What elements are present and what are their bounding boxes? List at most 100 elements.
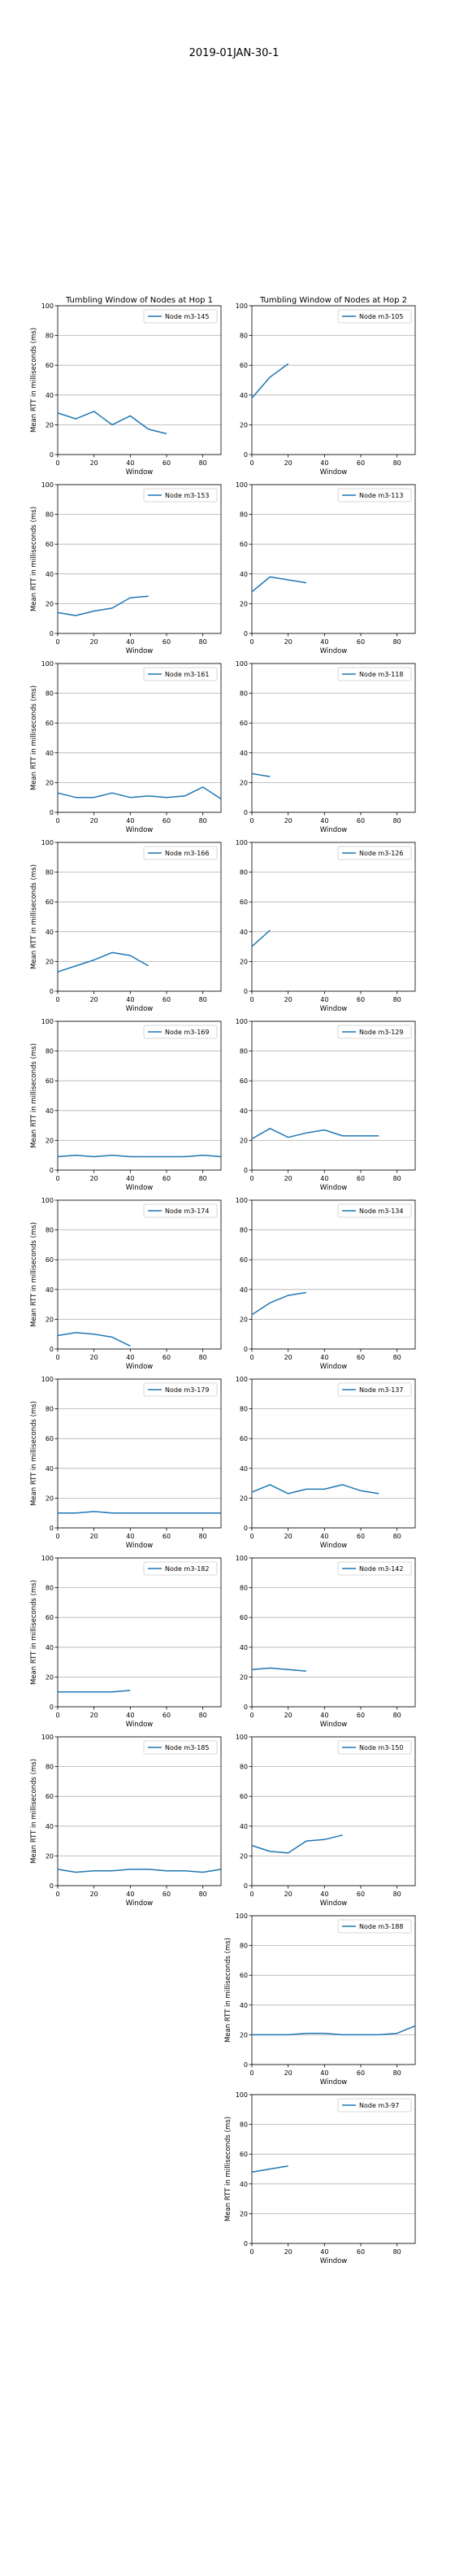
y-tick-label: 0 [244,1346,248,1353]
axes-frame [251,484,416,634]
legend-box [337,1382,412,1397]
x-tick-label: 20 [90,1175,98,1182]
x-axis-label: Window [126,1184,154,1192]
legend: Node m3-150 [337,1740,412,1755]
x-axis-label: Window [320,1363,348,1371]
y-tick-label: 40 [46,1465,54,1473]
y-tick-label: 20 [46,1137,54,1144]
y-tick-label: 0 [244,1704,248,1711]
legend: Node m3-134 [337,1203,412,1218]
x-tick-label: 80 [199,1175,207,1182]
x-tick-label: 80 [393,817,401,825]
x-tick-label: 60 [357,1712,365,1719]
y-tick-label: 40 [46,1107,54,1115]
y-tick-label: 0 [50,1525,54,1532]
y-tick-label: 40 [46,1644,54,1651]
legend: Node m3-161 [143,667,218,681]
legend-label: Node m3-179 [165,1386,209,1394]
y-tick-label: 80 [46,333,54,340]
x-tick-label: 60 [357,1354,365,1361]
x-tick-label: 60 [162,817,171,825]
y-tick-label: 60 [46,541,54,548]
series-line [251,929,271,947]
legend: Node m3-182 [143,1561,218,1576]
x-tick-label: 80 [199,1533,207,1540]
x-axis-label: Window [126,1542,154,1550]
y-tick-label: 40 [46,392,54,399]
series-line [251,1128,379,1140]
y-tick-label: 80 [240,1943,248,1950]
y-tick-label: 60 [240,2151,248,2158]
y-tick-label: 100 [236,839,248,846]
y-tick-label: 0 [244,2061,248,2069]
y-tick-label: 80 [240,1227,248,1234]
x-tick-label: 80 [199,1712,207,1719]
legend-label: Node m3-153 [165,492,209,499]
series-line [251,576,307,593]
y-tick-label: 80 [46,1048,54,1055]
legend: Node m3-113 [337,488,412,503]
chart-panel: 0 20 40 60 80 0 20 40 60 80 100 Window Mean RTT in m… [30,1376,222,1550]
y-axis-label: Mean RTT in milliseconds (ms) [224,1938,232,2043]
axes-frame [251,1557,416,1708]
y-axis-label: Mean RTT in milliseconds (ms) [30,1401,38,1506]
legend-label: Node m3-142 [359,1565,403,1573]
x-tick-label: 0 [249,817,254,825]
x-tick-label: 20 [284,2248,292,2256]
x-tick-label: 40 [126,1533,134,1540]
x-tick-label: 80 [393,996,401,1003]
y-tick-label: 60 [240,1972,248,1979]
legend-label: Node m3-97 [359,2102,399,2109]
x-tick-label: 60 [162,1354,171,1361]
x-axis-label: Window [320,647,348,655]
x-tick-label: 80 [393,1533,401,1540]
legend-box [143,1025,218,1039]
y-tick-label: 100 [236,1912,248,1920]
axes-frame [57,1557,222,1708]
figure-title: 2019-01JAN-30-1 [188,47,280,59]
x-axis-label: Window [126,1721,154,1729]
legend-box [337,309,412,324]
legend-label: Node m3-161 [165,671,209,678]
x-tick-label: 80 [393,1712,401,1719]
axes-frame [57,1020,222,1171]
x-tick-label: 0 [55,1175,59,1182]
x-tick-label: 60 [357,1533,365,1540]
y-tick-label: 60 [240,1614,248,1621]
x-tick-label: 80 [199,459,207,467]
y-tick-label: 60 [46,1077,54,1085]
y-tick-label: 20 [240,600,248,607]
x-tick-label: 20 [90,1354,98,1361]
y-tick-label: 0 [50,630,54,637]
y-tick-label: 0 [244,630,248,637]
y-tick-label: 60 [240,362,248,369]
x-tick-label: 0 [55,638,59,646]
y-tick-label: 20 [46,779,54,786]
x-tick-label: 0 [55,1891,59,1898]
y-tick-label: 40 [46,1286,54,1294]
y-tick-label: 100 [236,481,248,489]
x-tick-label: 60 [162,459,171,467]
legend-label: Node m3-137 [359,1386,403,1394]
y-tick-label: 80 [46,1406,54,1413]
y-tick-label: 40 [46,1823,54,1830]
x-tick-label: 80 [199,1354,207,1361]
y-tick-label: 60 [46,362,54,369]
legend-box [337,1740,412,1755]
x-axis-label: Window [320,826,348,834]
axes-frame [57,484,222,634]
y-tick-label: 80 [46,1585,54,1592]
chart-panel: 0 20 40 60 80 0 20 40 60 80 100 Window Node m3-113 [236,481,416,655]
x-tick-label: 0 [249,1175,254,1182]
y-tick-label: 60 [240,720,248,727]
y-tick-label: 20 [240,779,248,786]
x-tick-label: 40 [126,1712,134,1719]
axes-frame [251,305,416,455]
y-tick-label: 60 [46,720,54,727]
chart-panel: 0 20 40 60 80 0 20 40 60 80 100 Window Node m3-150 [236,1734,416,1908]
y-tick-label: 20 [240,1673,248,1681]
x-tick-label: 0 [249,1533,254,1540]
x-tick-label: 60 [357,817,365,825]
x-tick-label: 80 [393,1891,401,1898]
